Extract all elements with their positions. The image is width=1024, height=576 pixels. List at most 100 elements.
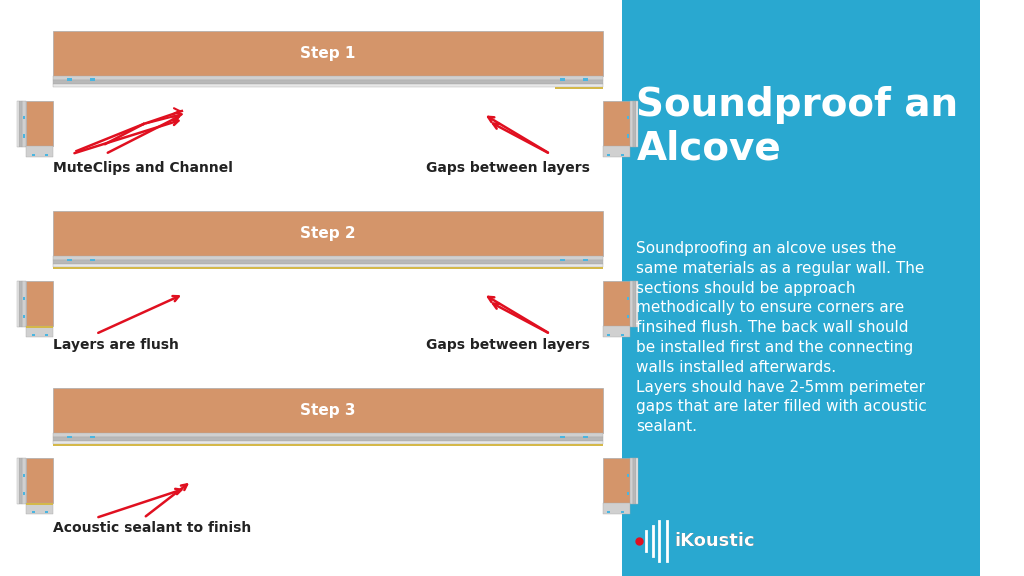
Text: iKoustic: iKoustic	[675, 532, 756, 550]
Bar	[45, 153, 48, 156]
Bar	[52, 267, 603, 268]
Bar	[68, 259, 73, 261]
Bar	[555, 87, 603, 89]
Bar	[637, 458, 638, 504]
Bar	[23, 314, 26, 317]
Text: Soundproofing an alcove uses the
same materials as a regular wall. The
sections : Soundproofing an alcove uses the same ma…	[637, 241, 928, 434]
Bar	[23, 473, 26, 476]
Bar	[584, 435, 588, 438]
Bar	[603, 503, 630, 513]
Bar	[621, 334, 624, 336]
Bar	[630, 458, 633, 504]
Bar	[68, 435, 73, 438]
Bar	[603, 326, 630, 336]
Bar	[19, 458, 23, 504]
Text: iKoustic: iKoustic	[675, 532, 756, 550]
Text: Layers are flush: Layers are flush	[52, 338, 178, 352]
Bar	[23, 458, 26, 504]
Bar	[23, 281, 26, 327]
Text: Step 1: Step 1	[300, 46, 355, 61]
Bar	[555, 267, 603, 268]
Bar	[17, 281, 19, 327]
Bar	[584, 259, 588, 261]
Bar	[68, 78, 73, 81]
Bar	[603, 101, 630, 146]
Bar	[52, 76, 603, 80]
Bar	[555, 444, 603, 446]
Text: Step 2: Step 2	[300, 226, 355, 241]
Bar	[26, 326, 52, 336]
Bar	[560, 259, 565, 261]
Bar	[26, 503, 52, 505]
Bar	[90, 78, 95, 81]
Bar	[52, 388, 603, 433]
Bar	[26, 326, 52, 328]
Bar	[23, 491, 26, 495]
Bar	[52, 264, 603, 267]
Bar	[627, 135, 630, 138]
Bar	[52, 256, 603, 260]
Bar	[17, 458, 19, 504]
Text: Step 3: Step 3	[300, 403, 355, 418]
Text: Soundproof an
Alcove: Soundproof an Alcove	[637, 86, 958, 168]
Bar	[32, 153, 35, 156]
Text: Gaps between layers: Gaps between layers	[426, 338, 590, 352]
Bar	[603, 458, 630, 503]
Bar	[607, 510, 610, 513]
Bar	[627, 314, 630, 317]
Bar	[560, 435, 565, 438]
Bar	[627, 491, 630, 495]
Bar	[603, 503, 630, 505]
Bar	[23, 101, 26, 147]
Bar	[621, 153, 624, 156]
Bar	[45, 510, 48, 513]
Bar	[23, 135, 26, 138]
Bar	[630, 281, 633, 327]
Bar	[52, 444, 603, 446]
Bar	[90, 435, 95, 438]
Bar	[52, 260, 603, 264]
Bar	[52, 31, 603, 76]
Bar	[52, 84, 603, 86]
Bar	[603, 281, 630, 326]
Bar	[52, 80, 603, 84]
Bar	[621, 510, 624, 513]
Bar	[637, 101, 638, 147]
Bar	[52, 211, 603, 256]
Bar	[633, 101, 637, 147]
Bar	[623, 0, 980, 576]
Bar	[17, 101, 19, 147]
Bar	[607, 334, 610, 336]
Bar	[26, 281, 52, 326]
Bar	[32, 510, 35, 513]
Bar	[637, 281, 638, 327]
Bar	[633, 281, 637, 327]
Bar	[90, 259, 95, 261]
Bar	[630, 101, 633, 147]
Text: MuteClips and Channel: MuteClips and Channel	[52, 161, 232, 175]
Bar	[52, 433, 603, 437]
Bar	[52, 437, 603, 441]
Bar	[23, 297, 26, 300]
Bar	[32, 334, 35, 336]
Bar	[19, 101, 23, 147]
Bar	[52, 441, 603, 444]
Bar	[607, 153, 610, 156]
Bar	[560, 78, 565, 81]
Bar	[627, 116, 630, 119]
Bar	[584, 78, 588, 81]
Bar	[627, 297, 630, 300]
Bar	[19, 281, 23, 327]
Bar	[45, 334, 48, 336]
Bar	[26, 458, 52, 503]
Bar	[627, 473, 630, 476]
Bar	[633, 458, 637, 504]
Bar	[603, 146, 630, 148]
Text: Gaps between layers: Gaps between layers	[426, 161, 590, 175]
Bar	[26, 101, 52, 146]
Bar	[603, 146, 630, 157]
Bar	[603, 326, 630, 328]
Bar	[26, 503, 52, 513]
Bar	[26, 146, 52, 157]
Bar	[23, 116, 26, 119]
